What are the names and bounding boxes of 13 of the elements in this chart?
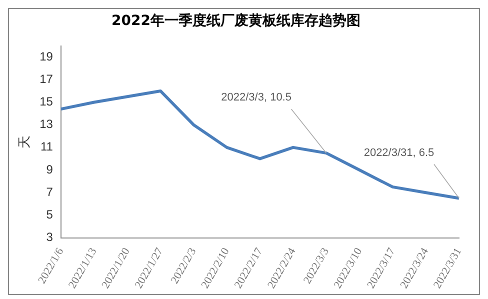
y-tick-label: 13 xyxy=(40,117,54,132)
y-tick-label: 7 xyxy=(46,184,54,199)
y-tick-label: 5 xyxy=(46,207,54,222)
y-tick-label: 11 xyxy=(40,140,54,154)
annotation: 2022/3/31, 6.5 xyxy=(364,146,434,159)
y-tick-label: 9 xyxy=(46,162,54,176)
y-axis-title: 天 xyxy=(16,135,32,148)
y-tick-label: 19 xyxy=(40,49,54,64)
y-tick-label: 3 xyxy=(46,230,54,244)
y-tick-label: 17 xyxy=(40,72,54,86)
chart-title: 2022年一季度纸厂废黄板纸库存趋势图 xyxy=(112,12,360,30)
annotation: 2022/3/3, 10.5 xyxy=(221,92,292,104)
y-tick-label: 15 xyxy=(40,94,54,109)
